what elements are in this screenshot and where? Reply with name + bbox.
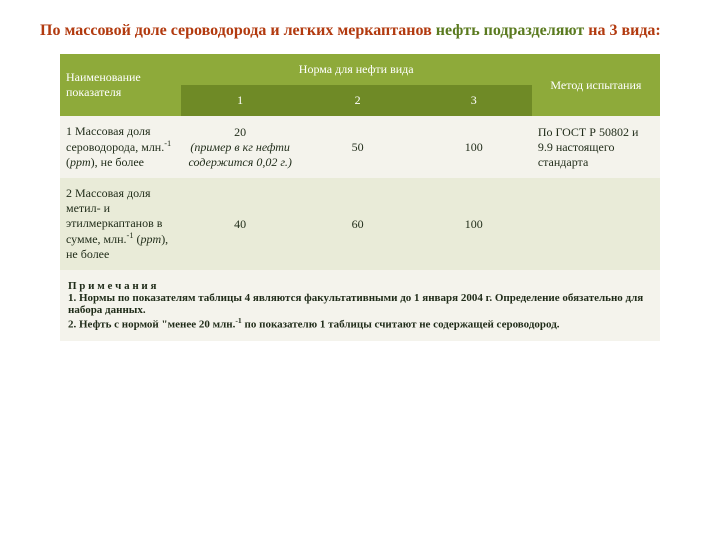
row1-v3: 100 bbox=[416, 116, 532, 178]
note-2: 2. Нефть с нормой "менее 20 млн.-1 по по… bbox=[68, 316, 652, 331]
row1-v1-top: 20 bbox=[187, 125, 294, 140]
header-norm: Норма для нефти вида bbox=[181, 54, 532, 85]
header-col-2: 2 bbox=[300, 85, 416, 116]
row2-method bbox=[532, 178, 660, 270]
page-title: По массовой доле сероводорода и легких м… bbox=[40, 20, 680, 42]
title-part3: на 3 вида: bbox=[588, 22, 661, 39]
row1-method: По ГОСТ Р 50802 и 9.9 настоящего стандар… bbox=[532, 116, 660, 178]
row1-v1: 20 (пример в кг нефти содержится 0,02 г.… bbox=[181, 116, 300, 178]
header-method: Метод испытания bbox=[532, 54, 660, 116]
row1-name-c: ppm bbox=[70, 155, 91, 169]
table-row: 2 Массовая доля метил- и этилмеркаптанов… bbox=[60, 178, 660, 270]
header-col-3: 3 bbox=[416, 85, 532, 116]
row1-name-d: ), не более bbox=[91, 155, 144, 169]
row1-name-a: 1 Массовая доля сероводорода, млн. bbox=[66, 124, 164, 154]
exponent: -1 bbox=[127, 231, 134, 240]
title-part1: По массовой доле сероводорода и легких м… bbox=[40, 22, 436, 39]
title-part2: нефть подразделяют bbox=[436, 22, 589, 39]
notes-title: П р и м е ч а н и я bbox=[68, 280, 652, 292]
notes-cell: П р и м е ч а н и я 1. Нормы по показате… bbox=[60, 270, 660, 341]
table-notes-row: П р и м е ч а н и я 1. Нормы по показате… bbox=[60, 270, 660, 341]
row2-v1: 40 bbox=[181, 178, 300, 270]
header-name: Наименование показателя bbox=[60, 54, 181, 116]
row1-v1-note: (пример в кг нефти содержится 0,02 г.) bbox=[187, 140, 294, 170]
note-2a: 2. Нефть с нормой "менее 20 млн. bbox=[68, 319, 235, 331]
row2-name-c: ppm bbox=[141, 232, 162, 246]
row1-name: 1 Массовая доля сероводорода, млн.-1 (pp… bbox=[60, 116, 181, 178]
note-2b: по показателю 1 таблицы считают не содер… bbox=[242, 319, 560, 331]
row1-v2: 50 bbox=[300, 116, 416, 178]
page: По массовой доле сероводорода и легких м… bbox=[0, 0, 720, 361]
row2-v2: 60 bbox=[300, 178, 416, 270]
note-1: 1. Нормы по показателям таблицы 4 являют… bbox=[68, 292, 652, 316]
table-row: 1 Массовая доля сероводорода, млн.-1 (pp… bbox=[60, 116, 660, 178]
row2-name-b: ( bbox=[134, 232, 141, 246]
classification-table: Наименование показателя Норма для нефти … bbox=[60, 54, 660, 341]
row2-v3: 100 bbox=[416, 178, 532, 270]
row2-name: 2 Массовая доля метил- и этилмеркаптанов… bbox=[60, 178, 181, 270]
header-col-1: 1 bbox=[181, 85, 300, 116]
exponent: -1 bbox=[164, 139, 171, 148]
